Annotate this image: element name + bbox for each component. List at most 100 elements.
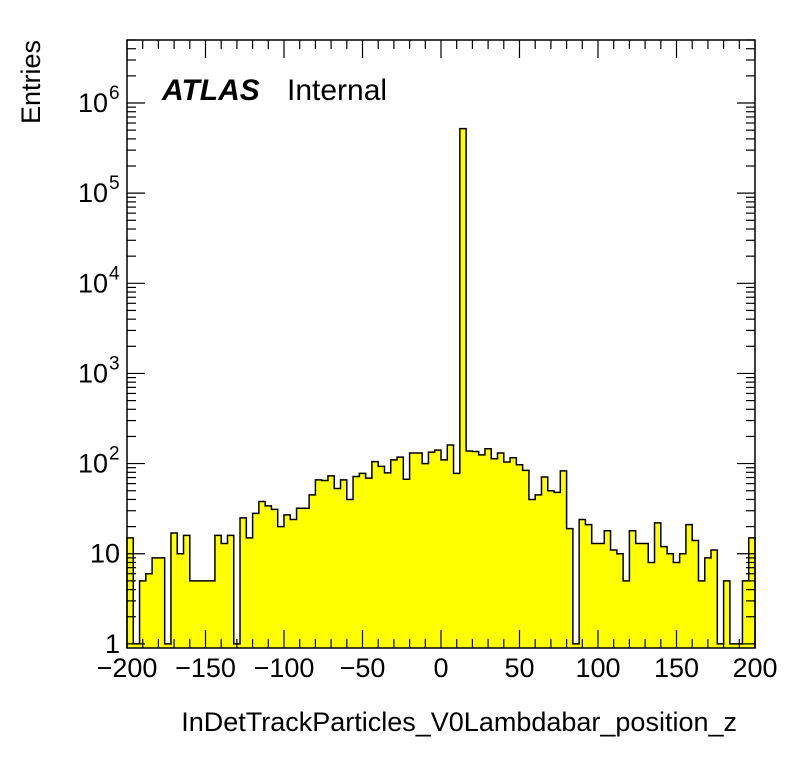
histogram-bin [365,478,373,648]
histogram-bin [660,546,668,648]
histogram-bin [145,573,153,648]
histogram-bin [572,643,580,648]
histogram-bin [466,450,473,648]
histogram-bin [598,543,605,648]
histogram-bin [397,457,404,648]
x-axis-title: InDetTrackParticles_V0Lambdabar_position… [181,707,737,737]
internal-label: Internal [287,74,387,107]
histogram-bin [566,528,574,648]
histogram-bars [127,128,756,649]
histogram-bin [240,517,247,648]
histogram-bin [403,479,410,648]
histogram-bin [497,453,505,648]
y-tick-label: 10 [78,358,108,388]
histogram-bin [315,479,322,648]
histogram-bin [196,580,203,648]
histogram-bin [748,537,756,648]
y-tick-exponent: 5 [109,173,120,194]
histogram-bin [685,524,693,648]
histogram-bin [258,501,266,648]
y-tick-label: 10 [78,178,108,208]
histogram-bin [616,553,624,648]
histogram-bin [277,526,285,648]
histogram-outline [126,127,756,648]
histogram-bin [415,453,423,648]
histogram-bin [667,553,674,648]
histogram-bin [127,537,134,648]
x-tick-label: 150 [654,653,699,683]
histogram-bin [353,476,360,648]
histogram-bin [271,509,279,648]
histogram-bin [434,450,442,648]
histogram-bin [309,494,316,648]
histogram-bin [189,580,197,648]
histogram-bin [177,553,184,648]
histogram-bin [516,464,523,648]
y-tick-label: 1 [105,629,120,659]
histogram-bin [246,537,253,648]
x-tick-label: −200 [97,653,158,683]
histogram-bin [447,444,454,648]
histogram-bin [648,562,655,648]
histogram-bin [484,448,492,648]
histogram-bin [742,580,750,648]
histogram-bin [478,454,486,648]
y-tick-label: 10 [78,449,108,479]
y-tick-exponent: 3 [109,353,120,374]
histogram-bin [635,543,643,648]
histogram-bin [428,452,436,648]
histogram-bin [227,535,235,648]
x-tick-label: 100 [575,653,620,683]
y-tick-label: 10 [90,539,120,569]
histogram-bin [729,643,737,648]
y-tick-exponent: 2 [109,444,120,465]
histogram-bin [522,470,530,648]
x-tick-labels: −200 −150 −100 −50 0 50 100 150 200 [97,653,778,683]
histogram-bin [541,476,549,648]
histogram-bin [265,505,272,648]
histogram-bin [453,473,461,648]
y-tick-exponent: 6 [109,83,120,104]
x-tick-label: −100 [254,653,315,683]
histogram-bin [560,470,567,648]
histogram-bin [692,540,699,648]
histogram-bin [679,553,687,648]
histogram-bin [214,535,222,648]
histogram-bin [183,535,191,648]
histogram-bin [641,543,649,648]
x-tick-label: 50 [504,653,534,683]
histogram-bin [170,532,178,648]
histogram-bin [503,462,511,648]
y-axis-title: Entries [16,40,46,124]
x-tick-label: 200 [732,653,777,683]
histogram-bin [610,549,618,648]
histogram-bin [221,543,228,648]
histogram-bin [284,514,291,648]
histogram-bin [371,461,379,648]
y-tick-exponent: 4 [109,263,120,284]
histogram-bin [296,508,304,648]
histogram-bin [629,530,636,648]
histogram-bin [698,580,706,648]
histogram-bin [491,458,498,648]
histogram-bin [547,490,555,648]
x-tick-label: 0 [433,653,448,683]
histogram-bin [378,466,385,648]
histogram-bin [711,549,718,648]
histogram-bin [346,499,354,648]
histogram-bin [359,473,366,648]
histogram-bin [158,557,165,648]
histogram-bin [554,492,561,648]
histogram-bin [459,128,467,649]
y-tick-label: 10 [78,88,108,118]
axis-ticks [126,39,756,648]
histogram-bin [152,557,159,648]
histogram-bin [409,453,417,648]
x-tick-label: −150 [175,653,236,683]
histogram-bin [654,522,662,648]
histogram-bin [133,643,140,648]
histogram-bin [441,459,448,648]
histogram-bin [334,488,341,648]
histogram-bin [164,643,172,648]
